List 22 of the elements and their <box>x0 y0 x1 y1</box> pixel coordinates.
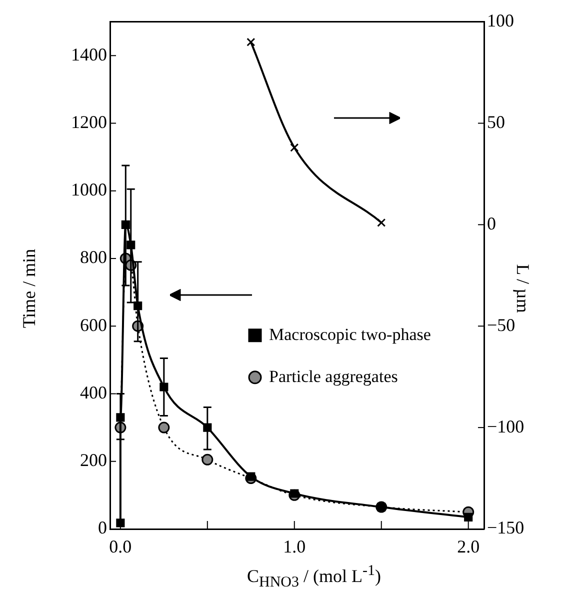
y-tick-label: 1400 <box>71 44 107 64</box>
y2-axis-title: L / µm <box>512 264 533 313</box>
y2-tick-label: −50 <box>487 314 516 335</box>
y2-tick-label: 0 <box>487 213 496 234</box>
y-tick-label: 600 <box>80 314 107 335</box>
legend-label: Particle aggregates <box>269 366 398 386</box>
y2-tick-label: −100 <box>487 416 524 436</box>
y-tick-label: 200 <box>80 450 107 470</box>
y-tick-label: 1000 <box>71 180 107 200</box>
y-tick-label: 1200 <box>71 112 107 132</box>
legend-label: Macroscopic two-phase <box>269 324 431 344</box>
y2-tick-label: −150 <box>487 518 524 538</box>
x-axis-title: C$_{HNO3}$ / (mol L$^{-1}$) <box>246 563 382 592</box>
x-tick-label: 0.0 <box>109 536 132 557</box>
y-tick-label: 400 <box>80 382 107 402</box>
y2-tick-label: 50 <box>487 112 505 132</box>
y-tick-label: 800 <box>80 247 107 268</box>
x-tick-label: 2.0 <box>457 536 480 557</box>
y2-tick-label: 100 <box>487 10 514 31</box>
x-tick-label: 1.0 <box>283 536 306 557</box>
y-tick-label: 0 <box>98 518 107 538</box>
y-axis-title: Time / min <box>19 248 40 328</box>
